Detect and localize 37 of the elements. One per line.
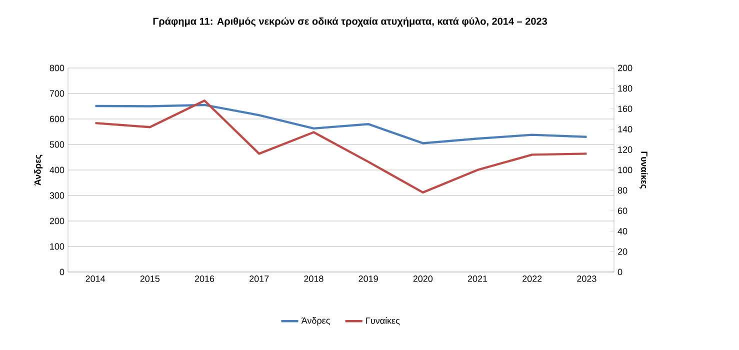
y2-tick-label: 60 <box>618 208 628 214</box>
y2-tick-label: 140 <box>618 126 632 132</box>
y-tick-label: 700 <box>50 90 64 97</box>
y-axis-title: Άνδρες <box>34 154 43 186</box>
x-tick-label: 2020 <box>413 276 433 282</box>
y-tick-label: 800 <box>50 64 64 72</box>
y-tick-label: 500 <box>50 141 64 148</box>
y2-axis-title: Γυναίκες <box>639 152 648 188</box>
y-tick-label: 300 <box>50 192 64 199</box>
y2-tick-label: 200 <box>618 64 632 72</box>
y-tick-label: 200 <box>50 218 64 224</box>
y2-tick-label: 80 <box>618 187 628 194</box>
y2-tick-label: 20 <box>618 248 628 255</box>
x-tick-label: 2019 <box>358 276 378 282</box>
x-tick-label: 2021 <box>468 276 488 282</box>
x-tick-label: 2015 <box>140 276 160 282</box>
y-tick-label: 600 <box>50 116 64 122</box>
x-tick-label: 2016 <box>194 276 214 282</box>
x-tick-label: 2017 <box>250 276 269 282</box>
line-series <box>94 104 588 144</box>
legend-label: Άνδρες <box>301 317 330 326</box>
x-tick-label: 2018 <box>304 276 324 282</box>
x-tick-label: 2014 <box>86 276 106 282</box>
line-series <box>94 100 588 194</box>
y2-tick-label: 180 <box>618 85 632 92</box>
chart-title: Γράφημα 11: Αριθμός νεκρών σε οδικά τροχαία ατυχήματα, κατά φύλο, 2014 – 2023 <box>153 17 548 27</box>
y-tick-label: 100 <box>50 243 64 250</box>
y2-tick-label: 120 <box>618 146 632 153</box>
legend-label: Γυναίκες <box>366 316 400 326</box>
y2-tick-label: 40 <box>618 228 628 234</box>
y-tick-label: 0 <box>60 268 64 276</box>
x-tick-label: 2023 <box>577 276 596 282</box>
y-tick-label: 400 <box>50 166 64 174</box>
y2-tick-label: 100 <box>618 166 632 174</box>
y2-tick-label: 160 <box>618 106 632 112</box>
y2-tick-label: 0 <box>618 268 622 276</box>
x-tick-label: 2022 <box>522 276 542 282</box>
